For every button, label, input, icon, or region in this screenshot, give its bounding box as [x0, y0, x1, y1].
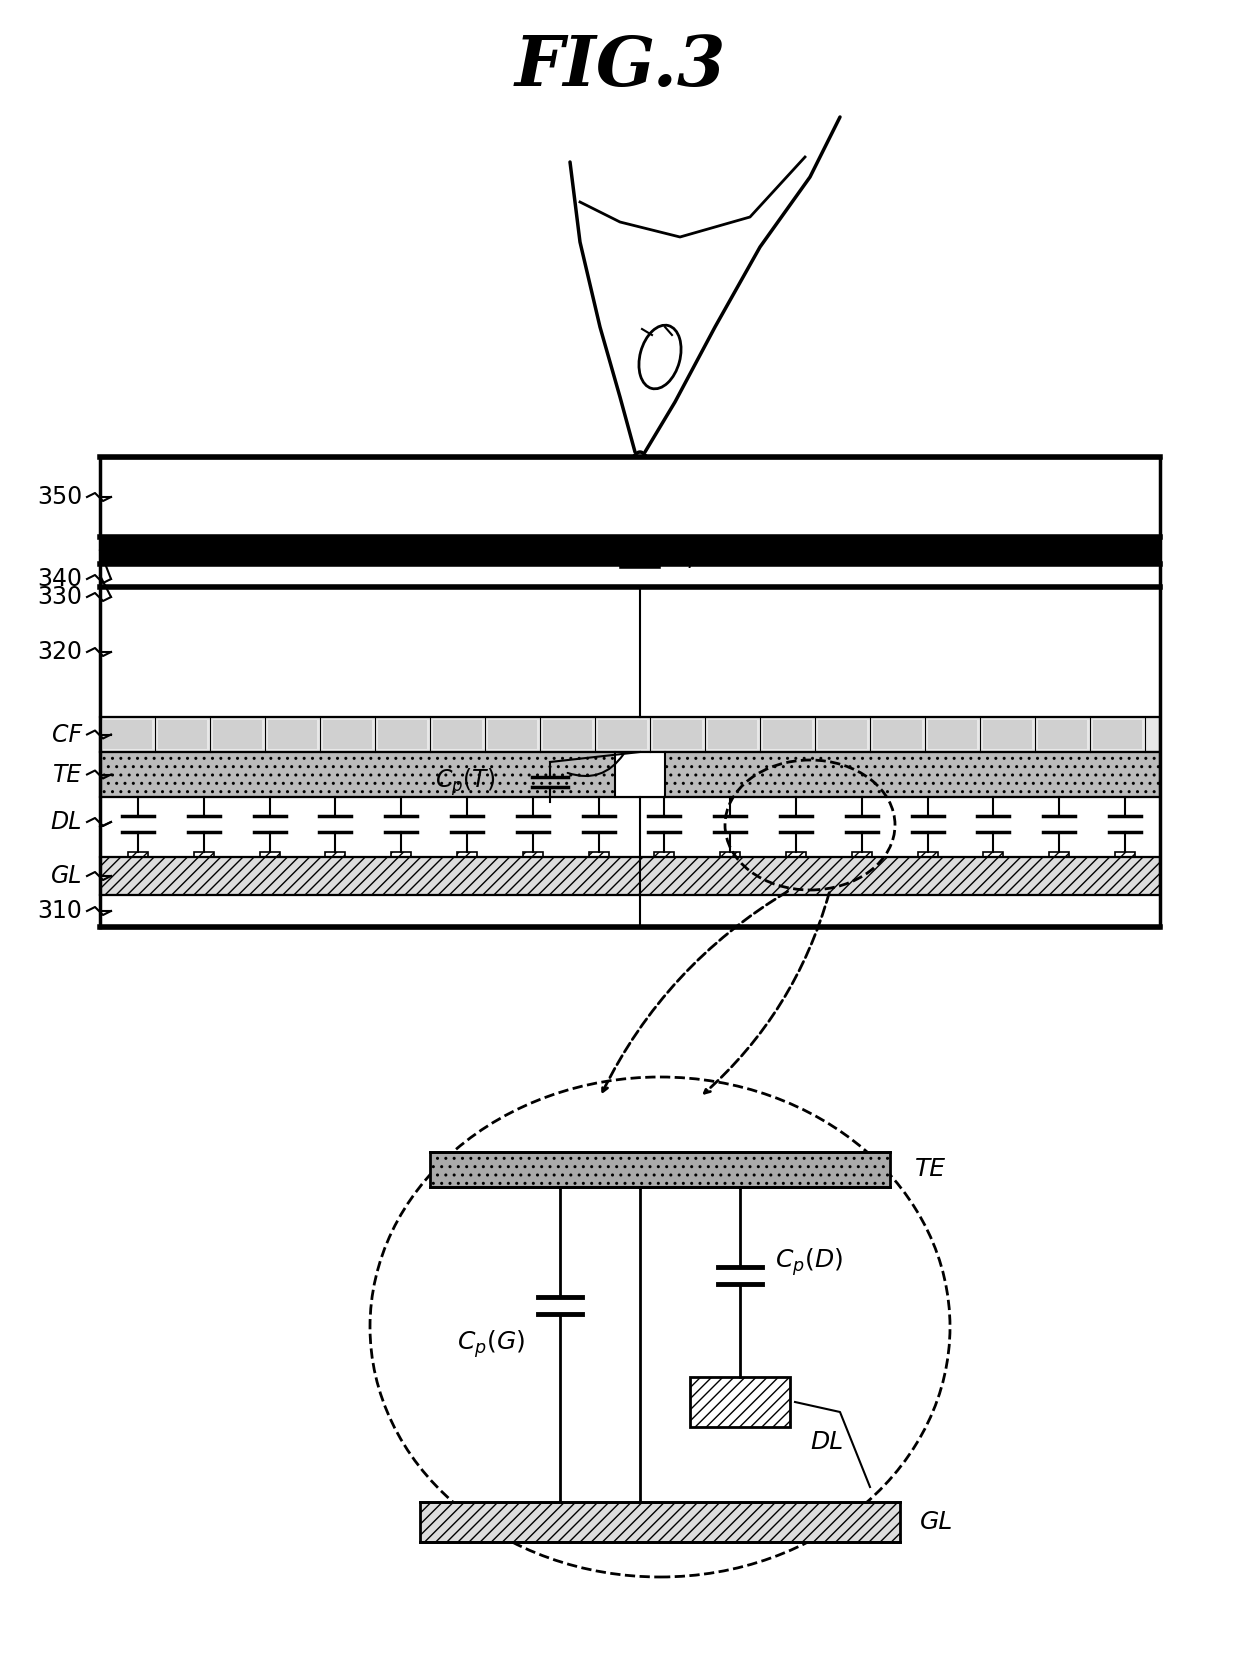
Bar: [100, 857, 1159, 895]
Bar: [420, 1501, 900, 1543]
Bar: [1092, 721, 1142, 749]
Text: $C_p(G)$: $C_p(G)$: [458, 1329, 525, 1360]
Bar: [689, 1377, 790, 1427]
Bar: [615, 752, 665, 797]
Bar: [489, 721, 537, 749]
Bar: [100, 537, 1159, 563]
Text: 350: 350: [37, 486, 82, 509]
Bar: [103, 721, 153, 749]
Bar: [378, 721, 427, 749]
Bar: [100, 717, 1159, 752]
Text: 310: 310: [37, 900, 82, 923]
Bar: [523, 852, 543, 868]
Bar: [786, 852, 806, 868]
Bar: [391, 852, 412, 868]
Bar: [720, 852, 740, 868]
Bar: [1115, 852, 1135, 868]
Text: $C_p(T)$: $C_p(T)$: [434, 766, 495, 799]
Text: GL: GL: [51, 863, 82, 888]
Bar: [157, 721, 207, 749]
Bar: [1049, 852, 1069, 868]
Bar: [763, 721, 812, 749]
Bar: [983, 721, 1032, 749]
Bar: [193, 852, 213, 868]
Bar: [983, 852, 1003, 868]
Text: $C_F$: $C_F$: [668, 542, 701, 572]
Bar: [430, 1152, 890, 1186]
Bar: [100, 752, 1159, 797]
Bar: [128, 852, 148, 868]
Bar: [259, 852, 279, 868]
Text: DL: DL: [51, 810, 82, 833]
Bar: [918, 852, 937, 868]
Bar: [322, 721, 372, 749]
Text: 320: 320: [37, 640, 82, 664]
Text: DL: DL: [810, 1430, 843, 1453]
Bar: [1038, 721, 1087, 749]
Bar: [589, 852, 609, 868]
Text: GL: GL: [920, 1510, 954, 1534]
Bar: [458, 852, 477, 868]
Text: FIG.3: FIG.3: [515, 33, 725, 101]
Bar: [213, 721, 262, 749]
Bar: [325, 852, 346, 868]
Text: TE: TE: [915, 1158, 946, 1181]
Text: 340: 340: [37, 567, 82, 592]
Bar: [818, 721, 867, 749]
Bar: [873, 721, 923, 749]
Text: CF: CF: [52, 722, 82, 747]
Bar: [852, 852, 872, 868]
Bar: [928, 721, 977, 749]
Text: 330: 330: [37, 585, 82, 610]
Bar: [708, 721, 756, 749]
Text: $C_p(D)$: $C_p(D)$: [775, 1246, 843, 1278]
Bar: [655, 852, 675, 868]
Bar: [653, 721, 702, 749]
Bar: [433, 721, 482, 749]
Bar: [543, 721, 591, 749]
Bar: [268, 721, 317, 749]
Text: TE: TE: [53, 762, 82, 787]
Bar: [598, 721, 647, 749]
